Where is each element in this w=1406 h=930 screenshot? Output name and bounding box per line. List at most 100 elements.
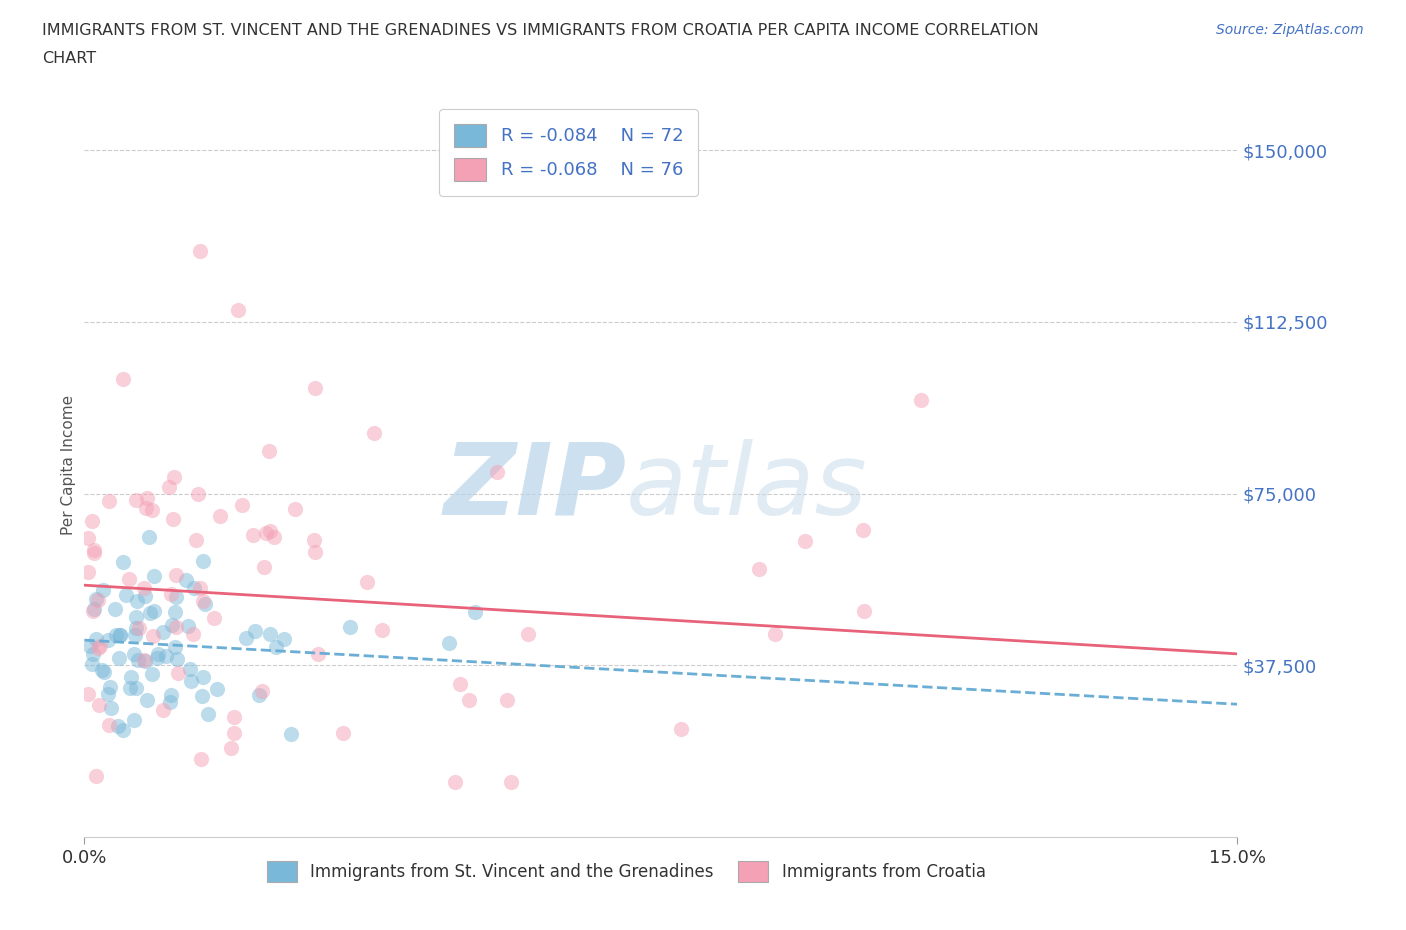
Point [165, 620, 187, 635]
Point [250, 684, 273, 698]
Point [163, 639, 186, 654]
Point [302, 532, 325, 547]
Point [166, 651, 188, 666]
Point [124, 628, 146, 643]
Point [84, 632, 107, 647]
Point [159, 695, 181, 710]
Point [517, 627, 540, 642]
Point [162, 512, 184, 526]
Point [280, 726, 302, 741]
Point [160, 688, 183, 703]
Point [499, 775, 522, 790]
Point [226, 303, 249, 318]
Point [91, 662, 114, 677]
Point [183, 581, 205, 596]
Point [188, 580, 211, 595]
Point [89, 638, 111, 653]
Point [794, 534, 817, 549]
Point [122, 712, 145, 727]
Point [93, 665, 115, 680]
Point [221, 740, 243, 755]
Point [83, 543, 105, 558]
Legend: Immigrants from St. Vincent and the Grenadines, Immigrants from Croatia: Immigrants from St. Vincent and the Gren… [253, 847, 1000, 896]
Point [157, 480, 180, 495]
Point [437, 635, 460, 650]
Point [259, 626, 281, 641]
Text: IMMIGRANTS FROM ST. VINCENT AND THE GRENADINES VS IMMIGRANTS FROM CROATIA PER CA: IMMIGRANTS FROM ST. VINCENT AND THE GREN… [42, 23, 1039, 38]
Point [485, 464, 508, 479]
Point [284, 501, 307, 516]
Point [152, 624, 174, 639]
Point [163, 470, 186, 485]
Point [332, 725, 354, 740]
Point [235, 631, 257, 645]
Point [112, 723, 135, 737]
Point [114, 588, 136, 603]
Point [307, 647, 329, 662]
Point [104, 602, 127, 617]
Point [100, 700, 122, 715]
Point [496, 692, 519, 707]
Point [910, 392, 932, 407]
Point [110, 628, 132, 643]
Point [180, 673, 202, 688]
Point [132, 580, 155, 595]
Point [124, 620, 146, 635]
Point [139, 605, 162, 620]
Point [457, 692, 479, 707]
Point [191, 553, 214, 568]
Point [138, 529, 160, 544]
Point [108, 628, 131, 643]
Point [181, 626, 204, 641]
Point [197, 706, 219, 721]
Point [254, 525, 277, 540]
Point [191, 594, 214, 609]
Point [134, 589, 156, 604]
Point [134, 654, 156, 669]
Point [82, 647, 104, 662]
Point [135, 500, 157, 515]
Point [259, 524, 281, 538]
Point [98, 718, 121, 733]
Point [209, 509, 232, 524]
Point [83, 602, 105, 617]
Point [186, 532, 208, 547]
Point [763, 627, 786, 642]
Point [160, 618, 183, 632]
Point [141, 667, 163, 682]
Point [117, 572, 139, 587]
Point [136, 693, 159, 708]
Point [108, 650, 131, 665]
Point [356, 575, 378, 590]
Point [165, 567, 187, 582]
Point [80, 514, 103, 529]
Point [112, 554, 135, 569]
Point [231, 498, 253, 512]
Point [77, 687, 100, 702]
Point [82, 657, 104, 671]
Point [159, 586, 181, 601]
Point [669, 722, 692, 737]
Point [142, 629, 165, 644]
Point [135, 490, 157, 505]
Point [187, 487, 209, 502]
Point [120, 681, 142, 696]
Point [207, 682, 229, 697]
Text: Source: ZipAtlas.com: Source: ZipAtlas.com [1216, 23, 1364, 37]
Y-axis label: Per Capita Income: Per Capita Income [60, 395, 76, 535]
Point [98, 680, 121, 695]
Point [127, 653, 149, 668]
Point [253, 560, 276, 575]
Point [122, 647, 145, 662]
Point [146, 651, 169, 666]
Point [188, 244, 211, 259]
Point [141, 503, 163, 518]
Point [464, 604, 486, 619]
Point [748, 561, 770, 576]
Point [91, 582, 114, 597]
Point [259, 444, 281, 458]
Point [852, 604, 875, 618]
Point [111, 372, 134, 387]
Point [165, 590, 187, 604]
Point [105, 627, 128, 642]
